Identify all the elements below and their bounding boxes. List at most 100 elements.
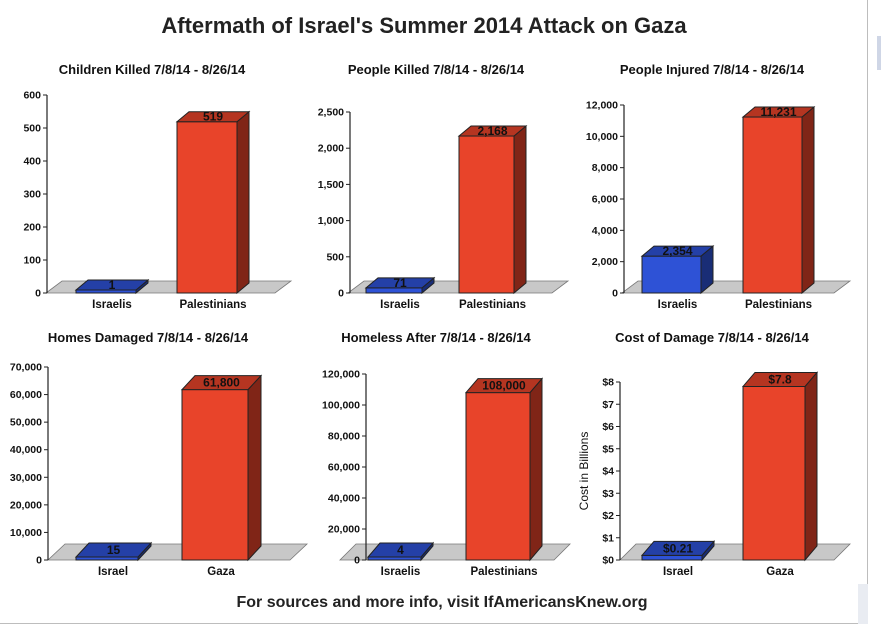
bar-top (640, 245, 715, 257)
chart-cost-of-damage: Cost of Damage 7/8/14 - 8/26/14 $0 $1 $2 $3… (576, 330, 851, 590)
y-tick-label: 0 (36, 555, 42, 567)
bar-value-label: 71 (393, 276, 407, 290)
bar-value-label: 2,168 (477, 124, 507, 138)
y-tick-label: 0 (338, 288, 344, 300)
bar-front (742, 385, 806, 561)
bar-top (464, 378, 544, 394)
page-title: Aftermath of Israel's Summer 2014 Attack… (161, 13, 687, 38)
bar-top (366, 542, 435, 558)
bar-top (640, 540, 716, 556)
bar-front (176, 121, 238, 294)
y-tick-label: $6 (602, 421, 614, 433)
chart-svg: 0 10,000 20,000 30,000 40,000 50,000 60,000 70,… (10, 362, 309, 578)
x-category-label: Israelis (380, 299, 420, 311)
y-tick-label: $8 (602, 377, 614, 389)
bar-front (458, 135, 515, 294)
bar-front (641, 255, 702, 294)
x-category-label: Israel (98, 566, 128, 578)
chart-title: People Killed 7/8/14 - 8/26/14 (347, 62, 525, 77)
bar-palestine (175, 110, 251, 295)
chart-svg: 0 500 1,000 1,500 2,000 2,500 71 Israelis 2,168 P… (318, 107, 570, 311)
chart-svg: 0 100 200 300 400 500 600 1 Israelis 519 Palestini… (23, 90, 293, 311)
edge-mark (858, 584, 868, 624)
y-tick-label: $4 (602, 466, 614, 478)
y-tick-label: 2,000 (318, 143, 344, 155)
bar-value-label: 108,000 (482, 379, 526, 393)
y-tick-label: 10,000 (10, 527, 42, 539)
chart-svg: 0 2,000 4,000 6,000 8,000 10,000 12,000 2,354 Is… (586, 100, 852, 311)
x-category-label: Israel (663, 566, 693, 578)
bar-top (741, 106, 816, 118)
y-tick-label: 4,000 (592, 225, 618, 237)
y-tick-label: 100 (23, 255, 41, 267)
y-tick-label: $3 (602, 488, 614, 500)
chart-people-injured: People Injured 7/8/14 - 8/26/14 0 2,000 4,… (576, 62, 852, 324)
bar-value-label: $7.8 (768, 372, 792, 386)
x-category-label: Gaza (207, 566, 235, 578)
y-tick-label: 10,000 (586, 131, 618, 143)
y-tick-label: 0 (612, 288, 618, 300)
y-tick-label: 40,000 (328, 493, 360, 505)
bar-palestine (464, 377, 544, 562)
bar-side (236, 110, 250, 295)
bar-israel (74, 278, 150, 295)
y-tick-label: 1,500 (318, 179, 344, 191)
bar-side (801, 105, 815, 295)
bar-palestine (741, 105, 816, 295)
bar-side (513, 124, 527, 295)
chart-title: People Injured 7/8/14 - 8/26/14 (619, 62, 805, 77)
x-category-label: Palestinians (179, 299, 246, 311)
chart-homes-damaged: Homes Damaged 7/8/14 - 8/26/14 0 10,000 20… (0, 330, 309, 590)
chart-homeless-after: Homeless After 7/8/14 - 8/26/14 0 20,000 4… (296, 330, 576, 590)
bar-israel (366, 541, 435, 562)
bar-top (364, 277, 436, 289)
bar-israel (640, 539, 716, 562)
footer-source: For sources and more info, visit IfAmeri… (236, 594, 648, 611)
y-tick-label: 20,000 (328, 524, 360, 536)
y-tick-label: 0 (354, 555, 360, 567)
y-tick-label: 20,000 (10, 499, 42, 511)
bar-side (247, 374, 262, 562)
bar-israel (640, 245, 715, 295)
y-tick-label: 80,000 (328, 431, 360, 443)
bar-side (804, 371, 818, 562)
chart-children-killed: Children Killed 7/8/14 - 8/26/14 0 100 200… (0, 62, 296, 324)
bar-value-label: 15 (107, 543, 121, 557)
x-category-label: Palestinians (470, 566, 537, 578)
x-category-label: Israelis (92, 299, 132, 311)
chart-svg: $0 $1 $2 $3 $4 $5 $6 $7 $8 Cost in Billions $0.21 I… (577, 371, 851, 578)
y-tick-label: 2,000 (592, 256, 618, 268)
bar-front (641, 554, 703, 561)
y-tick-label: 500 (23, 123, 41, 135)
y-tick-label: 2,500 (318, 107, 344, 119)
y-tick-label: 1,000 (318, 215, 344, 227)
y-tick-label: 400 (23, 156, 41, 168)
bar-palestine (741, 371, 819, 562)
chart-people-killed: People Killed 7/8/14 - 8/26/14 0 500 1,000… (296, 62, 576, 324)
chart-title: Homeless After 7/8/14 - 8/26/14 (341, 330, 531, 345)
y-tick-label: 600 (23, 90, 41, 102)
bar-top (74, 542, 153, 558)
chart-title: Cost of Damage 7/8/14 - 8/26/14 (615, 330, 809, 345)
bar-front (742, 116, 803, 294)
bar-value-label: 1 (109, 278, 116, 292)
y-tick-label: 200 (23, 222, 41, 234)
y-tick-label: 40,000 (10, 444, 42, 456)
y-tick-label: 0 (35, 288, 41, 300)
y-tick-label: 70,000 (10, 362, 42, 374)
y-tick-label: $0 (602, 555, 614, 567)
y-tick-label: $7 (602, 399, 614, 411)
bar-side (529, 377, 543, 562)
y-tick-label: $5 (602, 443, 614, 455)
y-tick-label: 120,000 (322, 369, 360, 381)
bar-israel (74, 541, 153, 562)
bar-top (457, 125, 528, 137)
bar-value-label: 519 (203, 110, 223, 124)
chart-title: Homes Damaged 7/8/14 - 8/26/14 (47, 330, 249, 345)
y-tick-label: $1 (602, 532, 614, 544)
bar-top (180, 375, 263, 391)
y-tick-label: 100,000 (322, 400, 360, 412)
y-tick-label: 12,000 (586, 100, 618, 112)
bar-top (175, 111, 251, 123)
